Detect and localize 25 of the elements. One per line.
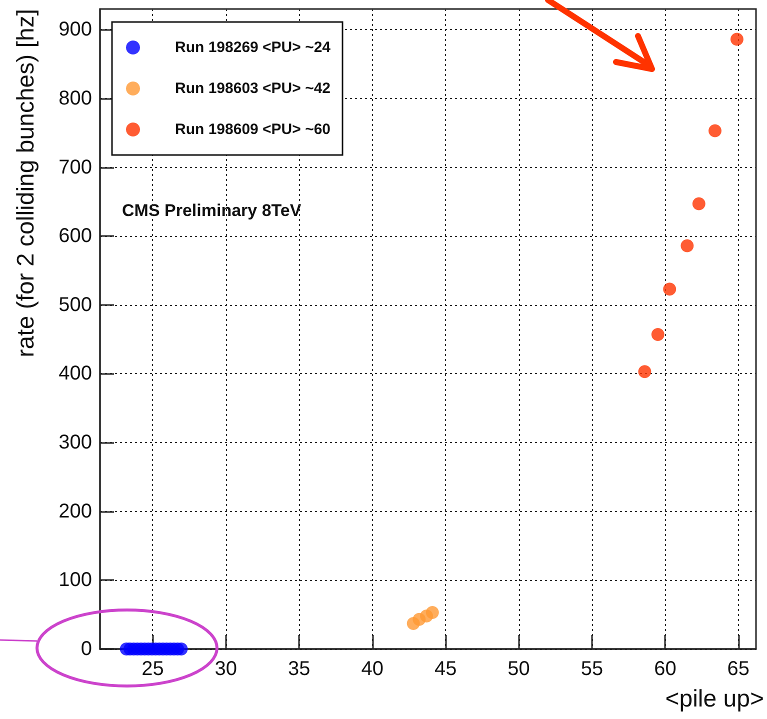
x-tick-label: 30 bbox=[214, 658, 238, 680]
x-tick-label: 50 bbox=[508, 658, 530, 680]
x-tick-label: 60 bbox=[654, 658, 676, 680]
y-tick-label: 900 bbox=[58, 18, 92, 41]
y-tick-label: 600 bbox=[58, 225, 92, 248]
x-tick-label: 40 bbox=[361, 658, 384, 680]
y-axis-title: rate (for 2 colliding bunches) [hz] bbox=[12, 9, 40, 358]
y-tick-label: 200 bbox=[58, 500, 92, 522]
y-tick-label: 400 bbox=[58, 362, 92, 385]
y-tick-label: 300 bbox=[58, 432, 92, 454]
x-tick-label: 35 bbox=[288, 658, 310, 680]
annotation: CMS Preliminary 8TeV bbox=[122, 201, 302, 220]
legend-label: Run 198609 <PU> ~60 bbox=[175, 121, 331, 138]
x-axis-title: <pile up> bbox=[665, 686, 764, 712]
y-tick-label: 500 bbox=[58, 294, 92, 316]
legend-label: Run 198269 <PU> ~24 bbox=[175, 39, 332, 56]
y-tick-label: 100 bbox=[58, 569, 92, 592]
y-tick-label: 700 bbox=[58, 156, 92, 178]
y-tick-label: 800 bbox=[58, 87, 92, 110]
x-tick-label: 55 bbox=[580, 658, 604, 680]
x-tick-label: 45 bbox=[434, 658, 457, 680]
x-tick-label: 65 bbox=[727, 658, 750, 680]
legend-label: Run 198603 <PU> ~42 bbox=[175, 80, 331, 97]
x-tick-label: 25 bbox=[142, 658, 164, 680]
y-tick-label: 0 bbox=[80, 638, 92, 660]
